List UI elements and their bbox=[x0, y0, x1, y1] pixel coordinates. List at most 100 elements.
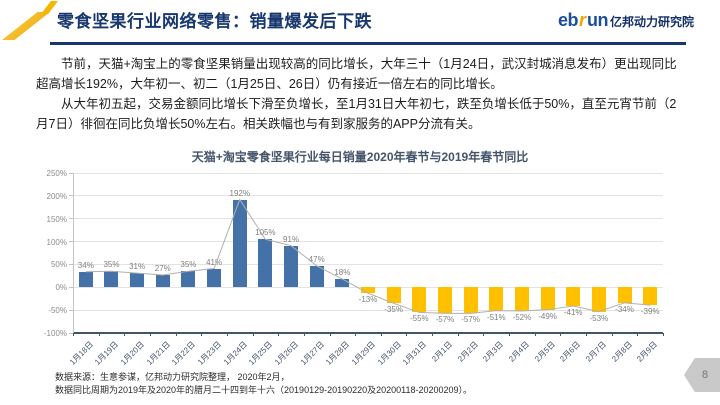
x-tick bbox=[406, 333, 408, 336]
bar-value-label: 192% bbox=[229, 188, 250, 198]
page-title: 零食坚果行业网络零售：销量爆发后下跌 bbox=[57, 12, 372, 31]
bar bbox=[155, 274, 170, 288]
bar-value-label: -13% bbox=[358, 295, 378, 305]
source-line-2: 数据同比周期为2019年及2020年的腊月二十四到年十六（20190129-20… bbox=[55, 385, 473, 395]
bar bbox=[309, 265, 324, 288]
x-tick bbox=[124, 333, 126, 336]
bar bbox=[104, 271, 119, 288]
x-tick bbox=[457, 333, 459, 336]
x-tick bbox=[483, 333, 485, 336]
y-tick bbox=[69, 263, 73, 265]
x-tick bbox=[355, 333, 357, 336]
page-number: 8 bbox=[701, 369, 709, 381]
y-tick-label: 100% bbox=[46, 237, 67, 247]
x-tick bbox=[611, 333, 613, 336]
bar bbox=[78, 271, 93, 288]
bar-value-label: 41% bbox=[206, 257, 223, 267]
bar-value-label: -35% bbox=[384, 305, 403, 315]
brand-logo: eb r un 亿邦动力研究院 bbox=[558, 11, 694, 29]
bar bbox=[207, 268, 222, 288]
bar-value-label: -49% bbox=[538, 311, 557, 321]
x-tick bbox=[380, 333, 382, 336]
bar bbox=[232, 199, 247, 288]
y-tick bbox=[69, 195, 73, 197]
x-tick bbox=[432, 333, 434, 336]
x-tick bbox=[201, 333, 203, 336]
x-axis-line bbox=[73, 332, 663, 334]
gridline bbox=[73, 241, 663, 243]
brand-logo-accent-r: r bbox=[578, 10, 586, 30]
gridline bbox=[73, 195, 663, 197]
y-tick bbox=[69, 241, 73, 243]
bar-value-label: 47% bbox=[308, 254, 325, 264]
x-tick bbox=[586, 333, 588, 336]
bar-value-label: 34% bbox=[77, 260, 94, 270]
bar bbox=[335, 279, 350, 288]
source-line-1: 数据来源：生意参谋，亿邦动力研究院整理， 2020年2月， bbox=[55, 372, 290, 382]
x-tick bbox=[637, 333, 639, 336]
gridline bbox=[73, 218, 663, 220]
bar bbox=[643, 287, 658, 306]
bar bbox=[386, 287, 401, 304]
x-tick bbox=[509, 333, 511, 336]
bar-value-label: -55% bbox=[409, 314, 429, 324]
bar-value-label: -51% bbox=[486, 312, 506, 322]
paragraph-1: 节前，天猫+淘宝上的零食坚果销量出现较高的同比增长，大年三十（1月24日，武汉封… bbox=[36, 57, 677, 91]
x-tick bbox=[73, 333, 74, 336]
y-tick bbox=[69, 286, 73, 288]
y-tick-label: -50% bbox=[48, 306, 67, 316]
x-tick bbox=[98, 333, 100, 336]
bar-value-label: -53% bbox=[589, 313, 609, 323]
x-tick bbox=[560, 333, 562, 336]
x-tick bbox=[175, 333, 177, 336]
bar bbox=[130, 273, 145, 288]
x-tick bbox=[663, 333, 664, 336]
slash-logo-small-icon bbox=[41, 1, 58, 14]
bar bbox=[437, 287, 452, 314]
bar bbox=[361, 287, 375, 294]
bar-chart: 250% 200% 150% 100% 50% 0% -50% -100% 34% 1月18日 35… bbox=[35, 165, 695, 377]
x-tick bbox=[303, 333, 305, 336]
y-tick bbox=[69, 218, 73, 220]
y-tick-label: 250% bbox=[46, 169, 67, 178]
x-tick bbox=[329, 333, 331, 336]
x-tick bbox=[278, 333, 280, 336]
y-tick bbox=[69, 309, 73, 311]
slash-logo-icon bbox=[2, 12, 50, 40]
body-text: 节前，天猫+淘宝上的零食坚果销量出现较高的同比增长，大年三十（1月24日，武汉封… bbox=[36, 54, 688, 134]
y-tick bbox=[69, 172, 73, 174]
bar-value-label: -57% bbox=[435, 315, 455, 325]
y-axis-line bbox=[73, 173, 74, 333]
y-tick-label: -100% bbox=[43, 329, 67, 338]
bar bbox=[284, 245, 299, 288]
bar bbox=[540, 287, 555, 310]
x-tick bbox=[534, 333, 536, 336]
x-tick bbox=[252, 333, 254, 336]
brand-logo-suffix: 亿邦动力研究院 bbox=[609, 15, 694, 29]
bar bbox=[181, 271, 196, 288]
bar bbox=[514, 287, 529, 312]
bar bbox=[463, 287, 478, 314]
chart-title: 天猫+淘宝零食坚果行业每日销量2020年春节与2019年春节同比 bbox=[191, 150, 529, 164]
bar bbox=[489, 287, 504, 311]
bar-value-label: -52% bbox=[512, 313, 532, 323]
brand-logo-text-eb: eb bbox=[557, 10, 579, 30]
bar bbox=[258, 239, 273, 288]
data-source-note: 数据来源：生意参谋，亿邦动力研究院整理， 2020年2月， 数据同比周期为201… bbox=[55, 371, 472, 397]
x-tick bbox=[226, 333, 228, 336]
bar-value-label: 18% bbox=[334, 268, 351, 278]
bar bbox=[617, 287, 632, 303]
y-tick-label: 150% bbox=[46, 214, 67, 224]
brand-logo-text-un: un bbox=[586, 10, 609, 30]
bar bbox=[566, 287, 581, 307]
bar bbox=[412, 287, 427, 313]
y-tick-label: 0% bbox=[55, 283, 67, 293]
bar-value-label: 91% bbox=[283, 234, 300, 244]
gridline bbox=[73, 172, 663, 174]
header-divider bbox=[50, 42, 686, 45]
y-tick-label: 50% bbox=[50, 260, 67, 270]
y-tick bbox=[69, 332, 73, 334]
bar bbox=[591, 287, 606, 312]
x-tick bbox=[149, 333, 151, 336]
